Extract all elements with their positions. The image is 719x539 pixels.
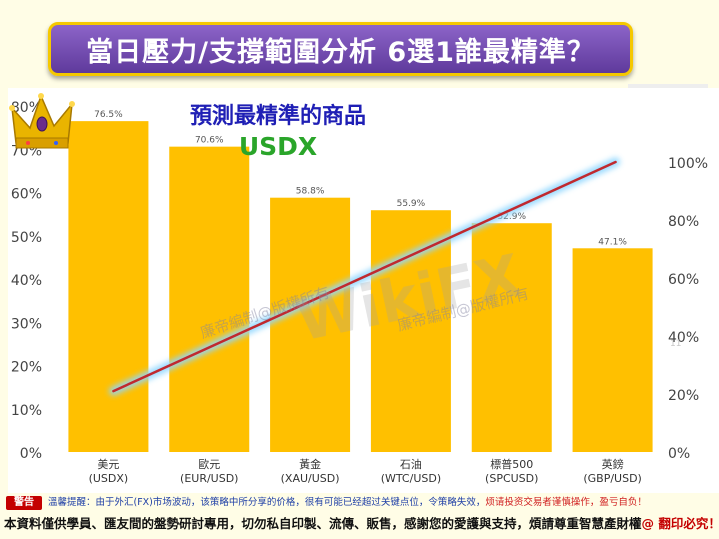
x-tick-label-code: (EUR/USD) (180, 472, 238, 485)
x-tick-label-name: 歐元 (198, 457, 220, 471)
y2-tick-label: 0% (668, 446, 690, 462)
chart-title: 預測最精準的商品 (190, 103, 366, 129)
footer (0, 493, 719, 539)
bar-2 (270, 197, 351, 452)
bar-value-label: 47.1% (598, 237, 627, 247)
x-tick-label-code: (WTC/USD) (381, 472, 441, 485)
warning-badge: 警告 (6, 496, 42, 510)
warning-text-main: 溫馨提醒：由于外汇(FX)市场波动，该策略中所分享的价格，很有可能已经超过关键点… (48, 497, 486, 508)
x-tick-label-code: (SPCUSD) (485, 472, 538, 485)
y-tick-label: 60% (11, 187, 42, 203)
page-number: 11 (670, 339, 681, 349)
y-tick-label: 50% (11, 230, 42, 246)
chart-area: 76.5% 70.6% 58.8% 55.9% 52.9% 47.1% 0% 10% 20% 3… (8, 88, 719, 493)
x-tick-label-code: (GBP/USD) (583, 472, 642, 485)
page-title: 當日壓力/支撐範圍分析 6選1誰最精準？ (86, 36, 595, 68)
x-tick-label-name: 美元 (97, 458, 119, 471)
notice-text-main: 本資料僅供學員、匯友間的盤勢研討專用，切勿私自印製、流傳、販售，感謝您的愛護與支… (4, 516, 642, 531)
x-tick-label-name: 標普500 (490, 457, 533, 471)
bar-0 (68, 121, 149, 452)
y2-tick-label: 40% (668, 330, 699, 346)
warning-text: 溫馨提醒：由于外汇(FX)市场波动，该策略中所分享的价格，很有可能已经超过关键点… (48, 496, 718, 510)
bar-4 (471, 223, 552, 452)
bar-value-label: 70.6% (195, 136, 224, 146)
bar-value-label: 76.5% (94, 110, 123, 120)
trend-line (112, 160, 617, 393)
x-tick-label-code: (USDX) (89, 472, 129, 485)
y2-tick-label: 60% (668, 272, 699, 288)
highlight-label: USDX (239, 132, 317, 161)
crown-icon (9, 93, 75, 149)
y-tick-label: 80% (11, 100, 42, 116)
y-tick-label: 10% (11, 403, 42, 419)
bar-value-label: 58.8% (296, 187, 325, 197)
y2-tick-label: 20% (668, 388, 699, 404)
y-tick-label: 30% (11, 316, 42, 332)
bar-1 (169, 146, 250, 452)
x-tick-label-code: (XAU/USD) (281, 472, 340, 485)
bar-value-label: 55.9% (397, 199, 426, 209)
y-tick-label: 0% (20, 446, 42, 462)
bar-chart: 76.5% 70.6% 58.8% 55.9% 52.9% 47.1% 0% 10% 20% 3… (9, 93, 708, 485)
x-tick-label-name: 英鎊 (602, 457, 624, 471)
title-banner: 當日壓力/支撐範圍分析 6選1誰最精準？ (48, 22, 633, 76)
y2-tick-label: 80% (668, 214, 699, 230)
y-tick-label: 40% (11, 273, 42, 289)
bar-5 (572, 248, 653, 452)
y2-tick-label: 100% (668, 156, 708, 172)
copyright-notice: 本資料僅供學員、匯友間的盤勢研討專用，切勿私自印製、流傳、販售，感謝您的愛護與支… (4, 514, 716, 534)
x-tick-label-name: 石油 (400, 457, 422, 471)
notice-text-red: @ 翻印必究！ (641, 516, 716, 531)
warning-text-red: 烦请投资交易者谨慎操作，盈亏自负！ (485, 497, 647, 508)
bar-value-label: 52.9% (497, 212, 526, 222)
y-tick-label: 20% (11, 360, 42, 376)
x-tick-label-name: 黃金 (299, 457, 321, 471)
